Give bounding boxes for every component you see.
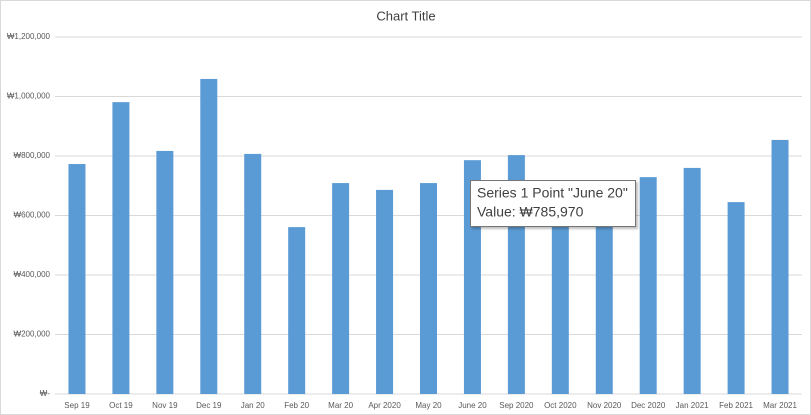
y-tick-label: ₩1,000,000	[7, 92, 51, 101]
x-tick-label: Oct 2020	[544, 401, 577, 410]
x-tick-label: Apr 2020	[368, 401, 401, 410]
y-tick-label: ₩400,000	[14, 270, 51, 279]
x-tick-label: June 20	[458, 401, 487, 410]
bar	[200, 78, 218, 394]
bar	[420, 183, 437, 394]
x-tick-label: May 20	[415, 401, 442, 410]
y-tick-label: ₩-	[40, 389, 51, 398]
chart-title: Chart Title	[376, 8, 435, 23]
y-tick-label: ₩200,000	[14, 330, 51, 339]
x-tick-label: Sep 2020	[499, 401, 534, 410]
x-tick-label: Feb 2021	[719, 401, 753, 410]
x-tick-label: Sep 19	[64, 401, 90, 410]
x-tick-label: Nov 2020	[587, 401, 622, 410]
bar	[376, 189, 394, 394]
x-tick-label: Dec 19	[196, 401, 222, 410]
bar	[112, 102, 130, 394]
bar	[639, 177, 657, 394]
bar	[244, 153, 262, 394]
bar	[68, 164, 86, 394]
tooltip: Series 1 Point "June 20" Value: ₩785,970	[470, 180, 636, 227]
x-tick-label: Oct 19	[109, 401, 133, 410]
x-tick-label: Mar 20	[328, 401, 353, 410]
y-tick-label: ₩800,000	[14, 151, 51, 160]
x-tick-label: Feb 20	[284, 401, 309, 410]
tooltip-title: Series 1 Point "June 20"	[477, 185, 628, 201]
y-tick-label: ₩600,000	[14, 211, 51, 220]
y-tick-label: ₩1,200,000	[7, 32, 51, 41]
bar	[595, 200, 613, 394]
bar	[771, 139, 789, 394]
x-tick-label: Mar 2021	[763, 401, 797, 410]
bar	[156, 150, 174, 394]
tooltip-box	[470, 180, 636, 227]
x-tick-label: Jan 20	[241, 401, 266, 410]
x-tick-label: Dec 2020	[631, 401, 666, 410]
bar	[727, 202, 745, 394]
bar	[332, 183, 350, 394]
x-tick-label: Nov 19	[152, 401, 178, 410]
bar	[551, 185, 569, 394]
tooltip-value: Value: ₩785,970	[477, 204, 584, 220]
bar	[683, 167, 701, 394]
bar	[288, 227, 306, 394]
x-tick-label: Jan 2021	[676, 401, 709, 410]
